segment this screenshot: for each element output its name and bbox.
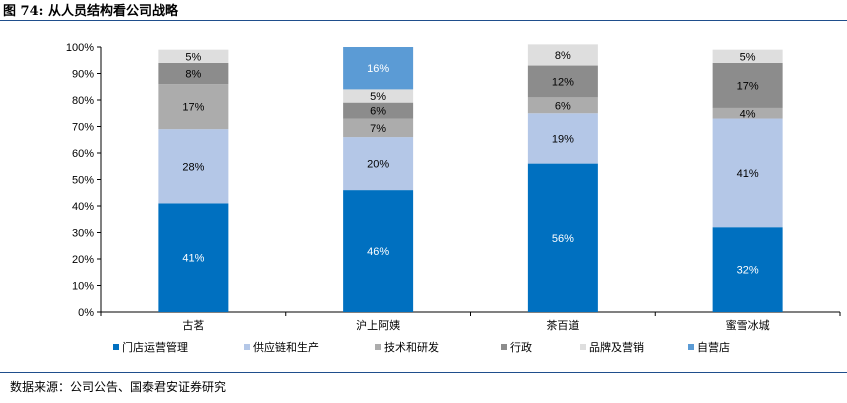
category-label: 蜜雪冰城	[726, 318, 770, 332]
bar-segment	[158, 203, 229, 312]
bar-segment	[343, 47, 414, 90]
y-tick-label: 90%	[72, 69, 94, 81]
data-label: 41%	[737, 168, 759, 180]
data-label: 5%	[740, 51, 756, 63]
category-label: 古茗	[182, 319, 204, 332]
y-tick-label: 20%	[72, 254, 94, 266]
legend-label: 门店运营管理	[122, 340, 188, 354]
legend-label: 供应链和生产	[253, 340, 319, 354]
bar-segment	[343, 137, 414, 191]
y-tick-label: 10%	[72, 281, 94, 293]
bar-segment	[527, 65, 598, 98]
y-tick-label: 70%	[72, 122, 94, 134]
data-label: 6%	[555, 100, 571, 112]
source-note: 数据来源：公司公告、国泰君安证券研究	[10, 380, 227, 394]
bar-segment	[343, 89, 414, 103]
data-label: 8%	[185, 69, 201, 81]
y-tick-label: 60%	[72, 148, 94, 160]
stacked-bar-chart: 0% 10% 20% 30% 40% 50% 60% 70% 80% 90% 100% 41% 28% 1…	[66, 42, 841, 354]
data-label: 5%	[370, 91, 386, 103]
data-label: 12%	[552, 76, 574, 88]
legend-swatch	[113, 344, 119, 350]
legend-swatch	[580, 344, 586, 350]
y-tick-label: 80%	[72, 95, 94, 107]
data-label: 20%	[367, 159, 389, 171]
y-tick-label: 0%	[78, 307, 94, 319]
data-label: 5%	[185, 51, 201, 63]
y-tick-label: 50%	[72, 175, 94, 187]
data-label: 16%	[367, 63, 389, 75]
data-label: 4%	[740, 108, 756, 120]
data-label: 17%	[737, 80, 759, 92]
y-tick-label: 40%	[72, 201, 94, 213]
bar-segment	[527, 44, 598, 66]
figure-title: 图 74: 从人员结构看公司战略	[3, 4, 178, 19]
bar-segment	[343, 190, 414, 312]
bar-segment	[527, 163, 598, 312]
source-rule	[0, 372, 847, 373]
category-label: 沪上阿姨	[356, 318, 400, 332]
data-label: 17%	[182, 102, 204, 114]
legend-swatch	[501, 344, 507, 350]
bar-segment	[343, 102, 414, 119]
bar-segment	[527, 113, 598, 164]
bar-segment	[158, 49, 229, 63]
bar-segment	[527, 97, 598, 114]
legend-swatch	[688, 344, 694, 350]
legend-label: 自营店	[697, 340, 730, 354]
category-label: 茶百道	[546, 318, 579, 332]
data-label: 19%	[552, 133, 574, 145]
y-tick-label: 30%	[72, 228, 94, 240]
bar-segment	[712, 118, 783, 228]
bar-segment	[712, 62, 783, 108]
bar-segment	[712, 49, 783, 63]
bar-segment	[712, 107, 783, 119]
bar-segment	[343, 118, 414, 138]
title-rule	[0, 20, 847, 21]
legend-swatch	[375, 344, 381, 350]
legend-label: 技术和研发	[384, 340, 439, 354]
bar-segment	[158, 129, 229, 204]
y-tick-label: 100%	[66, 42, 94, 54]
bar-segment	[158, 62, 229, 85]
data-label: 28%	[182, 161, 204, 173]
bar-segment	[712, 227, 783, 312]
legend-label: 品牌及营销	[589, 340, 644, 354]
data-label: 6%	[370, 106, 386, 118]
data-label: 41%	[182, 253, 204, 265]
legend-swatch	[244, 344, 250, 350]
data-label: 7%	[370, 123, 386, 135]
data-label: 46%	[367, 246, 389, 258]
data-label: 8%	[555, 50, 571, 62]
bar-segment	[158, 84, 229, 130]
legend-label: 行政	[510, 340, 532, 354]
data-label: 56%	[552, 233, 574, 245]
data-label: 32%	[737, 265, 759, 277]
